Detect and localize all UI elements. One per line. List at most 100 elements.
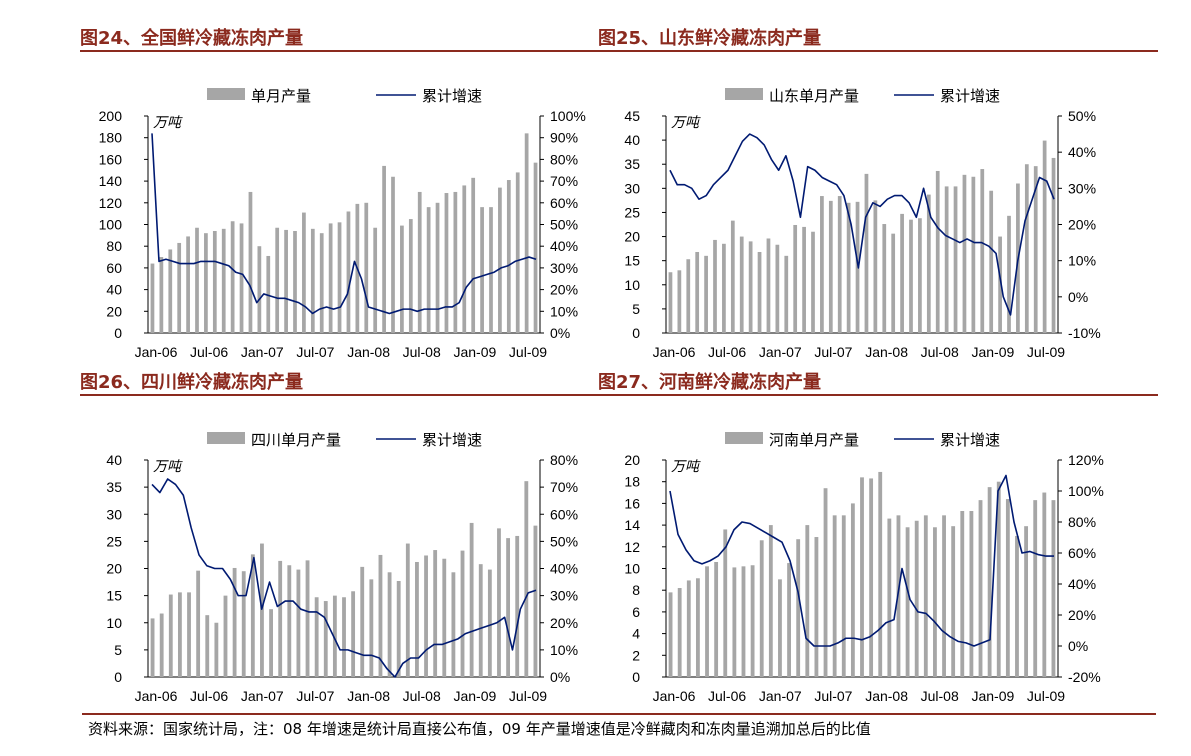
- bar: [378, 554, 383, 677]
- bar: [841, 515, 846, 677]
- bar: [260, 543, 264, 677]
- unit-label: 万吨: [153, 459, 183, 475]
- x-tick-label: Jul-06: [190, 688, 228, 704]
- bar: [805, 525, 810, 677]
- bar: [768, 525, 773, 677]
- bar: [187, 592, 191, 677]
- x-tick-label: Jul-09: [1027, 344, 1065, 360]
- bar: [695, 251, 700, 333]
- right-tick-label: 40%: [1068, 576, 1096, 592]
- left-tick-label: 4: [632, 626, 640, 642]
- legend-bar-swatch: [725, 88, 763, 100]
- bar: [310, 228, 315, 333]
- chart-panel-sichuan: 图26、四川鲜冷藏冻肉产量 0 5 10 15 20 25 30 35 40 0% 10% 20% 30…: [80, 368, 640, 704]
- bar: [515, 535, 520, 677]
- bar: [498, 187, 502, 333]
- x-tick-label: Jan-06: [653, 344, 696, 360]
- bar: [1042, 140, 1047, 333]
- bar: [168, 249, 173, 333]
- x-tick-label: Jul-08: [403, 344, 441, 360]
- bar: [342, 597, 346, 677]
- bar: [396, 580, 401, 677]
- bar: [766, 238, 771, 333]
- right-tick-label: 40%: [550, 238, 578, 254]
- bar: [962, 174, 967, 333]
- bar: [846, 202, 851, 333]
- growth-line: [669, 474, 1054, 647]
- bar: [918, 218, 922, 333]
- bar: [750, 565, 755, 677]
- x-tick-label: Jan-06: [135, 688, 178, 704]
- bar: [337, 222, 342, 333]
- bar: [850, 503, 855, 677]
- bar: [905, 527, 910, 677]
- x-tick-label: Jul-06: [190, 344, 228, 360]
- right-tick-label: 20%: [1068, 217, 1096, 233]
- x-tick-label: Jan-08: [865, 344, 908, 360]
- right-tick-label: 60%: [550, 195, 578, 211]
- bar: [360, 566, 365, 677]
- bar: [668, 272, 673, 333]
- chart-svg: 0 2 4 6 8 10 12 14 16 18 20 -20% 0% 20% 40% 60% 80% 100% 1…: [624, 431, 1104, 704]
- bar: [266, 255, 271, 333]
- bar: [442, 558, 447, 677]
- bar: [837, 196, 842, 333]
- bar: [204, 233, 208, 333]
- chart-panel-national: 图24、全国鲜冷藏冻肉产量 0 20 40 60 80 100 120 140 160 180 20…: [80, 24, 640, 360]
- bar: [757, 251, 762, 333]
- x-tick-label: Jan-07: [759, 688, 802, 704]
- bar: [239, 223, 244, 333]
- left-tick-label: 35: [624, 156, 640, 172]
- left-tick-label: 160: [99, 151, 123, 167]
- bar: [533, 162, 538, 333]
- left-tick-label: 18: [624, 474, 640, 490]
- bar: [417, 191, 422, 333]
- left-tick-label: 0: [114, 669, 122, 685]
- left-tick-label: 15: [106, 588, 122, 604]
- left-tick-label: 12: [624, 539, 640, 555]
- bar: [332, 595, 337, 678]
- x-tick-label: Jul-07: [814, 688, 852, 704]
- right-tick-label: -20%: [1068, 669, 1101, 685]
- bar: [987, 487, 992, 678]
- legend-line-label: 累计增速: [940, 431, 1000, 449]
- title-rule: [80, 50, 640, 52]
- bar: [935, 170, 940, 333]
- bar: [823, 488, 828, 677]
- left-tick-label: 0: [632, 669, 640, 685]
- right-tick-label: 100%: [1068, 483, 1104, 499]
- bar: [489, 207, 493, 333]
- x-tick-label: Jul-08: [921, 688, 959, 704]
- left-tick-label: 25: [624, 204, 640, 220]
- x-tick-label: Jan-06: [135, 344, 178, 360]
- bar: [980, 169, 985, 333]
- bar: [802, 226, 806, 333]
- chart-title: 图24、全国鲜冷藏冻肉产量: [80, 28, 304, 49]
- bar: [748, 241, 753, 333]
- bar: [714, 561, 719, 677]
- bar: [451, 572, 456, 677]
- x-tick-label: Jul-07: [296, 344, 334, 360]
- legend-line-label: 累计增速: [422, 431, 482, 449]
- bar: [400, 225, 404, 333]
- left-tick-label: 5: [114, 642, 122, 658]
- bar: [1051, 500, 1056, 677]
- bar: [150, 263, 155, 333]
- growth-line: [151, 478, 537, 678]
- bar: [433, 550, 438, 677]
- left-tick-label: 6: [632, 604, 640, 620]
- right-tick-label: 20%: [550, 615, 578, 631]
- bar: [1051, 157, 1056, 333]
- x-tick-label: Jan-07: [241, 688, 284, 704]
- chart-svg: 0 5 10 15 20 25 30 35 40 45 -10% 0% 10% 20% 30% 40% 50% J…: [624, 87, 1100, 360]
- bar: [878, 471, 883, 677]
- x-tick-label: Jul-08: [403, 688, 441, 704]
- left-tick-label: 10: [106, 615, 122, 631]
- bar: [793, 224, 798, 333]
- bar: [278, 560, 283, 677]
- bar: [302, 212, 306, 333]
- bar: [759, 540, 764, 677]
- bar: [971, 176, 976, 333]
- left-tick-label: 16: [624, 495, 640, 511]
- chart-svg: 0 5 10 15 20 25 30 35 40 0% 10% 20% 30% 40% 50% 60% 70% 8…: [106, 431, 578, 704]
